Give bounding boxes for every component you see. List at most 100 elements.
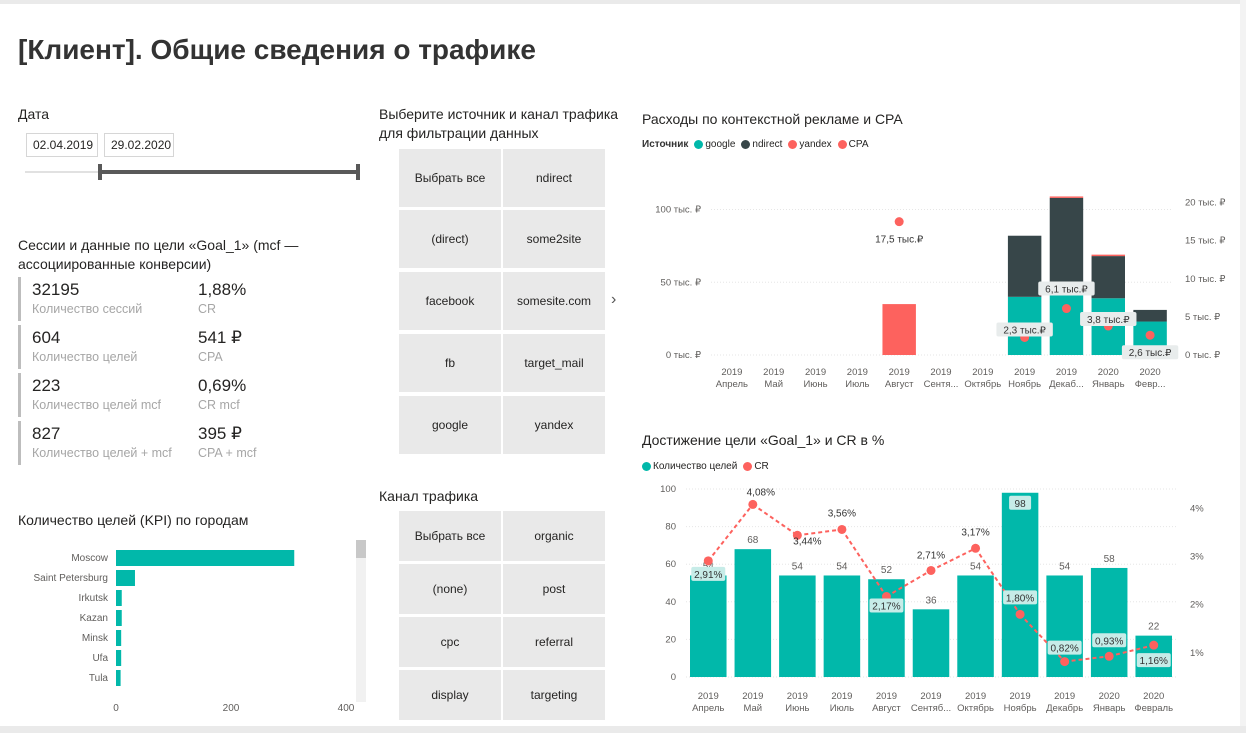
slicer-item-some2site[interactable]: some2site	[503, 210, 605, 268]
channel-item-targeting[interactable]: targeting	[503, 670, 605, 720]
x-axis-tick-year: 2019	[831, 691, 852, 702]
line-value-label: 0,82%	[1050, 644, 1078, 655]
channel-item-cpc[interactable]: cpc	[399, 617, 501, 667]
slicer-item-select-all[interactable]: Выбрать все	[399, 149, 501, 207]
kpi-sessions-value: 32195	[32, 280, 80, 299]
date-slider-end-handle[interactable]	[356, 164, 360, 180]
x-axis-tick-month: Апрель	[716, 379, 748, 390]
line-value-label: 2,71%	[917, 550, 945, 561]
city-label: Saint Petersburg	[34, 573, 109, 584]
legend-label: CR	[754, 461, 769, 472]
bar-label-box	[1009, 495, 1032, 510]
kpi-cpa-total-value: 395 ₽	[198, 424, 242, 443]
channel-item-organic[interactable]: organic	[503, 511, 605, 561]
legend-dot-icon	[743, 462, 753, 471]
channel-item-display[interactable]: display	[399, 670, 501, 720]
x-axis-tick-year: 2020	[1099, 691, 1120, 702]
bar-value-label: 54	[1059, 561, 1071, 572]
slicer-item-google[interactable]: google	[399, 396, 501, 454]
channel-item-select-all[interactable]: Выбрать все	[399, 511, 501, 561]
y-axis-tick: 80	[665, 522, 676, 533]
y-axis-tick: 0 тыс. ₽	[666, 350, 701, 361]
legend-item-goals[interactable]: Количество целей	[642, 461, 737, 472]
date-start-input[interactable]: 02.04.2019	[26, 133, 98, 157]
bar-segment	[1007, 235, 1042, 297]
bar-segment	[1001, 492, 1039, 677]
x-axis-tick-month: Ноябрь	[1004, 703, 1037, 714]
channel-item-none[interactable]: (none)	[399, 564, 501, 614]
x-axis-tick-month: Октябрь	[957, 703, 994, 714]
y2-axis-tick: 5 тыс. ₽	[1185, 312, 1220, 323]
x-axis-tick-year: 2019	[889, 367, 910, 378]
cr-line-segment	[797, 528, 843, 537]
legend-item-ndirect[interactable]: ndirect	[741, 139, 782, 150]
slicer-item-direct[interactable]: (direct)	[399, 210, 501, 268]
x-axis-tick-month: Май	[744, 703, 763, 714]
spend-chart-title: Расходы по контекстной рекламе и CPA	[642, 111, 903, 127]
kpi-cpa-label: CPA	[198, 350, 223, 364]
bar-segment	[1133, 309, 1167, 322]
channel-item-referral[interactable]: referral	[503, 617, 605, 667]
line-label-box	[1080, 312, 1137, 327]
city-x-tick: 200	[223, 703, 240, 714]
bar-segment	[1091, 254, 1125, 257]
channel-slicer-title: Канал трафика	[379, 488, 479, 504]
source-slicer-title: Выберите источник и канал трафика для фи…	[379, 106, 619, 141]
kpi-goals-mcf-value: 223	[32, 376, 61, 395]
slicer-next-arrow-icon[interactable]: ›	[611, 291, 617, 308]
slicer-item-somesite[interactable]: somesite.com	[503, 272, 605, 330]
legend-item-google[interactable]: google	[694, 139, 735, 150]
goal-chart-title: Достижение цели «Goal_1» и CR в %	[642, 432, 885, 448]
slicer-item-target-mail[interactable]: target_mail	[503, 334, 605, 392]
line-value-label: 3,8 тыс.₽	[1087, 315, 1130, 326]
slicer-item-ndirect[interactable]: ndirect	[503, 149, 605, 207]
city-x-tick: 0	[113, 703, 119, 714]
city-bar	[116, 670, 121, 686]
legend-item-yandex[interactable]: yandex	[788, 139, 832, 150]
line-point	[971, 543, 981, 553]
slicer-item-yandex[interactable]: yandex	[503, 396, 605, 454]
legend-item-cpa[interactable]: CPA	[837, 139, 869, 150]
bar-segment	[690, 575, 727, 677]
bar-segment	[957, 575, 994, 677]
slicer-item-facebook[interactable]: facebook	[399, 272, 501, 330]
kpi-row-marker	[18, 373, 21, 417]
date-end-input[interactable]: 29.02.2020	[104, 133, 174, 157]
x-axis-tick-year: 2020	[1140, 367, 1161, 378]
bar-segment	[1091, 256, 1125, 299]
kpi-goals-label: Количество целей	[32, 350, 138, 364]
goal-chart: 0204060801001%2%3%4%542019Апрель682019Ма…	[660, 484, 1204, 714]
x-axis-tick-month: Июль	[830, 703, 854, 714]
legend-dot-icon	[694, 140, 704, 149]
spend-legend-title: Источник	[642, 139, 689, 150]
x-axis-tick-month: Январь	[1093, 703, 1126, 714]
bar-value-label: 54	[836, 561, 848, 572]
x-axis-tick-month: Сентяб...	[911, 703, 951, 714]
legend-item-cr[interactable]: CR	[743, 461, 769, 472]
date-slider-range	[100, 170, 358, 174]
bar-value-label: 98	[1015, 499, 1027, 510]
legend-label: Количество целей	[653, 461, 738, 472]
x-axis-tick-month: Январь	[1092, 379, 1125, 390]
line-point	[926, 565, 936, 575]
x-axis-tick-month: Апрель	[692, 703, 724, 714]
kpi-cr-value: 1,88%	[198, 280, 247, 299]
city-x-tick: 400	[338, 703, 355, 714]
bar-segment	[823, 575, 861, 677]
x-axis-tick-month: Июнь	[803, 379, 827, 390]
kpi-cpa-value: 541 ₽	[198, 328, 242, 347]
y-axis-tick: 0	[671, 672, 676, 683]
line-point	[1061, 304, 1071, 314]
x-axis-tick-year: 2019	[763, 367, 784, 378]
cr-line-segment	[930, 547, 976, 572]
date-slider-start-handle[interactable]	[98, 164, 102, 180]
legend-dot-icon	[837, 140, 847, 149]
line-value-label: 3,17%	[961, 527, 989, 538]
kpi-title: Сессии и данные по цели «Goal_1» (mcf — …	[18, 237, 299, 272]
x-axis-tick-month: Февр...	[1135, 379, 1166, 390]
channel-item-post[interactable]: post	[503, 564, 605, 614]
cities-scrollbar-track	[356, 540, 366, 702]
x-axis-tick-year: 2019	[787, 691, 808, 702]
y2-axis-tick: 15 тыс. ₽	[1185, 236, 1225, 247]
slicer-item-fb[interactable]: fb	[399, 334, 501, 392]
